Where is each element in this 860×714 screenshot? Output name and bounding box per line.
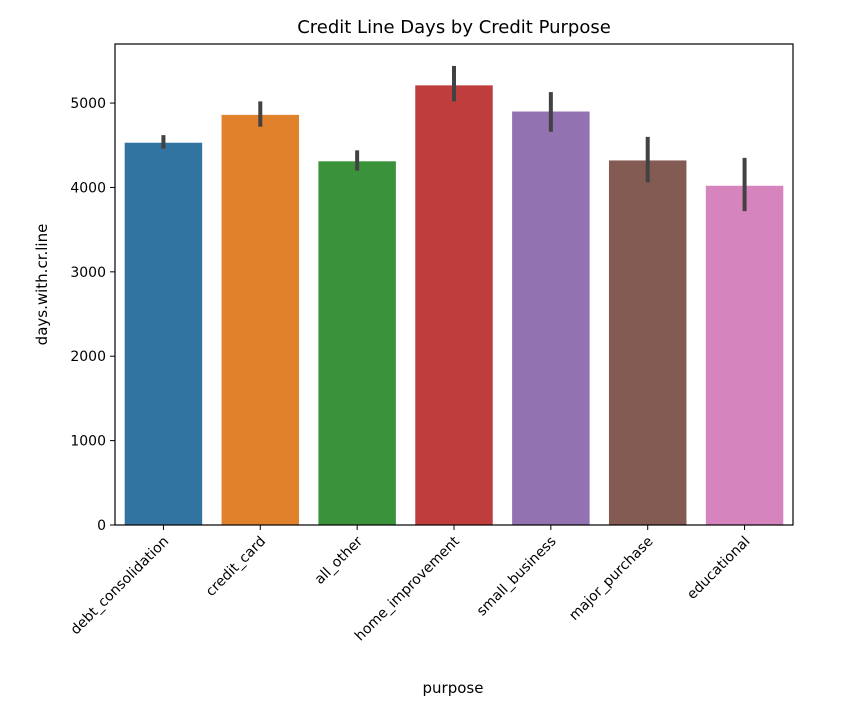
plot-area xyxy=(124,85,784,526)
chart-title: Credit Line Days by Credit Purpose xyxy=(297,17,611,38)
y-tick-label: 2000 xyxy=(70,349,106,365)
bar-credit_card xyxy=(221,114,300,525)
bar-home_improvement xyxy=(415,85,493,525)
error-bars xyxy=(161,65,747,212)
y-axis-label: days.with.cr.line xyxy=(33,224,51,346)
y-tick-label: 3000 xyxy=(70,265,106,281)
x-tick-label: debt_consolidation xyxy=(68,534,173,639)
bar-all_other xyxy=(318,161,396,525)
x-axis-label: purpose xyxy=(423,679,484,697)
y-axis: 0 1000 2000 3000 4000 5000 xyxy=(70,96,115,534)
y-tick-label: 5000 xyxy=(70,96,106,112)
bar-small_business xyxy=(512,111,590,525)
x-tick-label: credit_card xyxy=(203,534,269,600)
x-tick-label: all_other xyxy=(312,533,366,587)
x-axis: debt_consolidation credit_card all_otherho… xyxy=(68,525,753,644)
bar-educational xyxy=(705,185,784,525)
bar-debt_consolidation xyxy=(124,142,203,526)
x-tick-label: major_purchase xyxy=(566,534,656,624)
x-tick-label: home_improvement xyxy=(352,533,463,644)
bar-major_purchase xyxy=(608,160,687,525)
x-tick-label: educational xyxy=(684,534,753,603)
x-tick-label: small_business xyxy=(474,534,560,620)
y-tick-label: 1000 xyxy=(70,434,106,450)
y-tick-label: 0 xyxy=(97,518,106,534)
y-tick-label: 4000 xyxy=(70,180,106,196)
